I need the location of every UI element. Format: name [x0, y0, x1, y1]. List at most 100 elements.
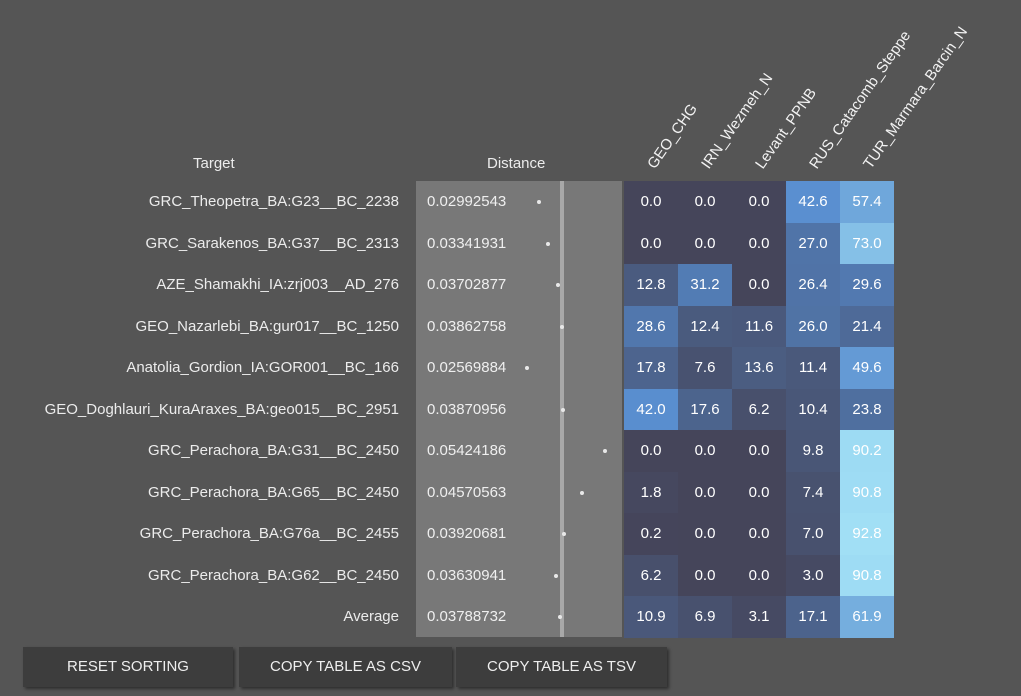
value-cell: 0.0: [732, 181, 786, 223]
value-cell: 0.0: [678, 471, 732, 513]
value-cell: 90.2: [840, 430, 894, 472]
distance-dot: [556, 283, 560, 287]
target-label: GRC_Perachora_BA:G76a__BC_2455: [139, 525, 399, 542]
value-cell: 6.2: [732, 388, 786, 430]
distance-dot: [561, 407, 565, 412]
target-label: GRC_Theopetra_BA:G23__BC_2238: [148, 193, 399, 210]
target-label: Average: [343, 608, 399, 625]
value-cell: 6.9: [678, 596, 732, 638]
distance-dot: [558, 615, 562, 619]
value-cell: 0.0: [678, 554, 732, 596]
value-cell: 0.0: [624, 181, 678, 223]
column-header-rus-catacomb-steppe[interactable]: RUS_Catacomb_Steppe: [806, 27, 915, 173]
target-label: GRC_Sarakenos_BA:G37__BC_2313: [145, 234, 400, 252]
results-table: GRC_Theopetra_BA:G23__BC_2238 0.02992543…: [0, 181, 1021, 638]
value-cell: 23.8: [840, 388, 894, 430]
distance-value: 0.03702877: [427, 276, 507, 293]
table-row: Anatolia_Gordion_IA:GOR001__BC_166 0.025…: [0, 347, 1021, 389]
table-row: GRC_Sarakenos_BA:G37__BC_2313 0.03341931…: [0, 222, 1021, 264]
value-cell: 0.0: [678, 222, 732, 264]
table-row: AZE_Shamakhi_IA:zrj003__AD_276 0.0370287…: [0, 264, 1021, 306]
value-cell: 21.4: [840, 305, 894, 347]
value-cell: 13.6: [732, 347, 786, 389]
value-cell: 57.4: [840, 181, 894, 223]
target-label: GEO_Nazarlebi_BA:gur017__BC_1250: [135, 317, 399, 335]
value-cell: 10.9: [624, 596, 678, 638]
value-cell: 90.8: [840, 554, 894, 596]
value-cell: 7.0: [786, 513, 840, 555]
value-cell: 49.6: [840, 347, 894, 389]
value-cell: 17.6: [678, 388, 732, 430]
value-cell: 26.0: [786, 305, 840, 347]
value-cell: 0.0: [624, 430, 678, 472]
column-header-tur-marmara-barcin-n[interactable]: TUR_Marmara_Barcin_N: [860, 23, 972, 172]
value-cell: 0.0: [732, 222, 786, 264]
value-cell: 27.0: [786, 222, 840, 264]
value-cell: 0.0: [732, 471, 786, 513]
table-row: GEO_Doghlauri_KuraAraxes_BA:geo015__BC_2…: [0, 388, 1021, 430]
distance-value: 0.02992543: [427, 193, 507, 210]
distance-value: 0.03870956: [427, 400, 507, 418]
value-cell: 0.0: [732, 554, 786, 596]
value-cell: 28.6: [624, 305, 678, 347]
value-cell: 29.6: [840, 264, 894, 306]
table-row: GRC_Perachora_BA:G62__BC_2450 0.03630941…: [0, 554, 1021, 596]
distance-value: 0.03341931: [427, 234, 507, 252]
copy-csv-button[interactable]: COPY TABLE AS CSV: [239, 647, 452, 687]
copy-tsv-button[interactable]: COPY TABLE AS TSV: [456, 647, 667, 687]
distance-value: 0.03920681: [427, 525, 507, 542]
value-cell: 9.8: [786, 430, 840, 472]
distance-dot: [580, 490, 584, 495]
value-cell: 0.0: [678, 181, 732, 223]
value-cell: 73.0: [840, 222, 894, 264]
value-cell: 17.8: [624, 347, 678, 389]
value-cell: 12.4: [678, 305, 732, 347]
column-header-geo-chg[interactable]: GEO_CHG: [644, 100, 702, 172]
value-cell: 6.2: [624, 554, 678, 596]
distance-value: 0.03788732: [427, 608, 507, 625]
value-cell: 11.6: [732, 305, 786, 347]
value-cell: 31.2: [678, 264, 732, 306]
target-label: GRC_Perachora_BA:G31__BC_2450: [148, 442, 399, 459]
value-cell: 61.9: [840, 596, 894, 638]
value-cell: 0.0: [678, 513, 732, 555]
distance-value: 0.03630941: [427, 566, 507, 584]
average-row: Average 0.03788732 10.9 6.9 3.1 17.1 61.…: [0, 596, 1021, 638]
distance-header[interactable]: Distance: [487, 155, 546, 172]
distance-dot: [537, 200, 541, 204]
value-cell: 7.6: [678, 347, 732, 389]
value-cell: 90.8: [840, 471, 894, 513]
value-cell: 7.4: [786, 471, 840, 513]
reset-sorting-button[interactable]: RESET SORTING: [23, 647, 233, 687]
distance-value: 0.02569884: [427, 359, 507, 376]
target-label: GRC_Perachora_BA:G65__BC_2450: [148, 483, 399, 501]
value-cell: 1.8: [624, 471, 678, 513]
value-cell: 12.8: [624, 264, 678, 306]
distance-value: 0.03862758: [427, 317, 507, 335]
value-cell: 10.4: [786, 388, 840, 430]
value-cell: 17.1: [786, 596, 840, 638]
target-header[interactable]: Target: [193, 155, 235, 172]
value-cell: 3.0: [786, 554, 840, 596]
distance-dot: [562, 532, 566, 536]
value-cell: 3.1: [732, 596, 786, 638]
distance-dot: [560, 324, 564, 329]
table-row: GRC_Perachora_BA:G65__BC_2450 0.04570563…: [0, 471, 1021, 513]
target-label: Anatolia_Gordion_IA:GOR001__BC_166: [126, 359, 399, 376]
value-cell: 42.0: [624, 388, 678, 430]
distance-dot: [554, 573, 558, 578]
value-cell: 0.0: [732, 430, 786, 472]
distance-panel: [416, 181, 622, 637]
distance-value: 0.05424186: [427, 442, 507, 459]
value-cell: 11.4: [786, 347, 840, 389]
distance-dot: [525, 366, 529, 370]
table-row: GRC_Perachora_BA:G76a__BC_2455 0.0392068…: [0, 513, 1021, 555]
value-cell: 42.6: [786, 181, 840, 223]
value-cell: 92.8: [840, 513, 894, 555]
distance-value: 0.04570563: [427, 483, 507, 501]
value-cell: 0.2: [624, 513, 678, 555]
value-cell: 26.4: [786, 264, 840, 306]
table-row: GEO_Nazarlebi_BA:gur017__BC_1250 0.03862…: [0, 305, 1021, 347]
target-label: GEO_Doghlauri_KuraAraxes_BA:geo015__BC_2…: [44, 400, 399, 418]
target-label: AZE_Shamakhi_IA:zrj003__AD_276: [156, 276, 399, 293]
